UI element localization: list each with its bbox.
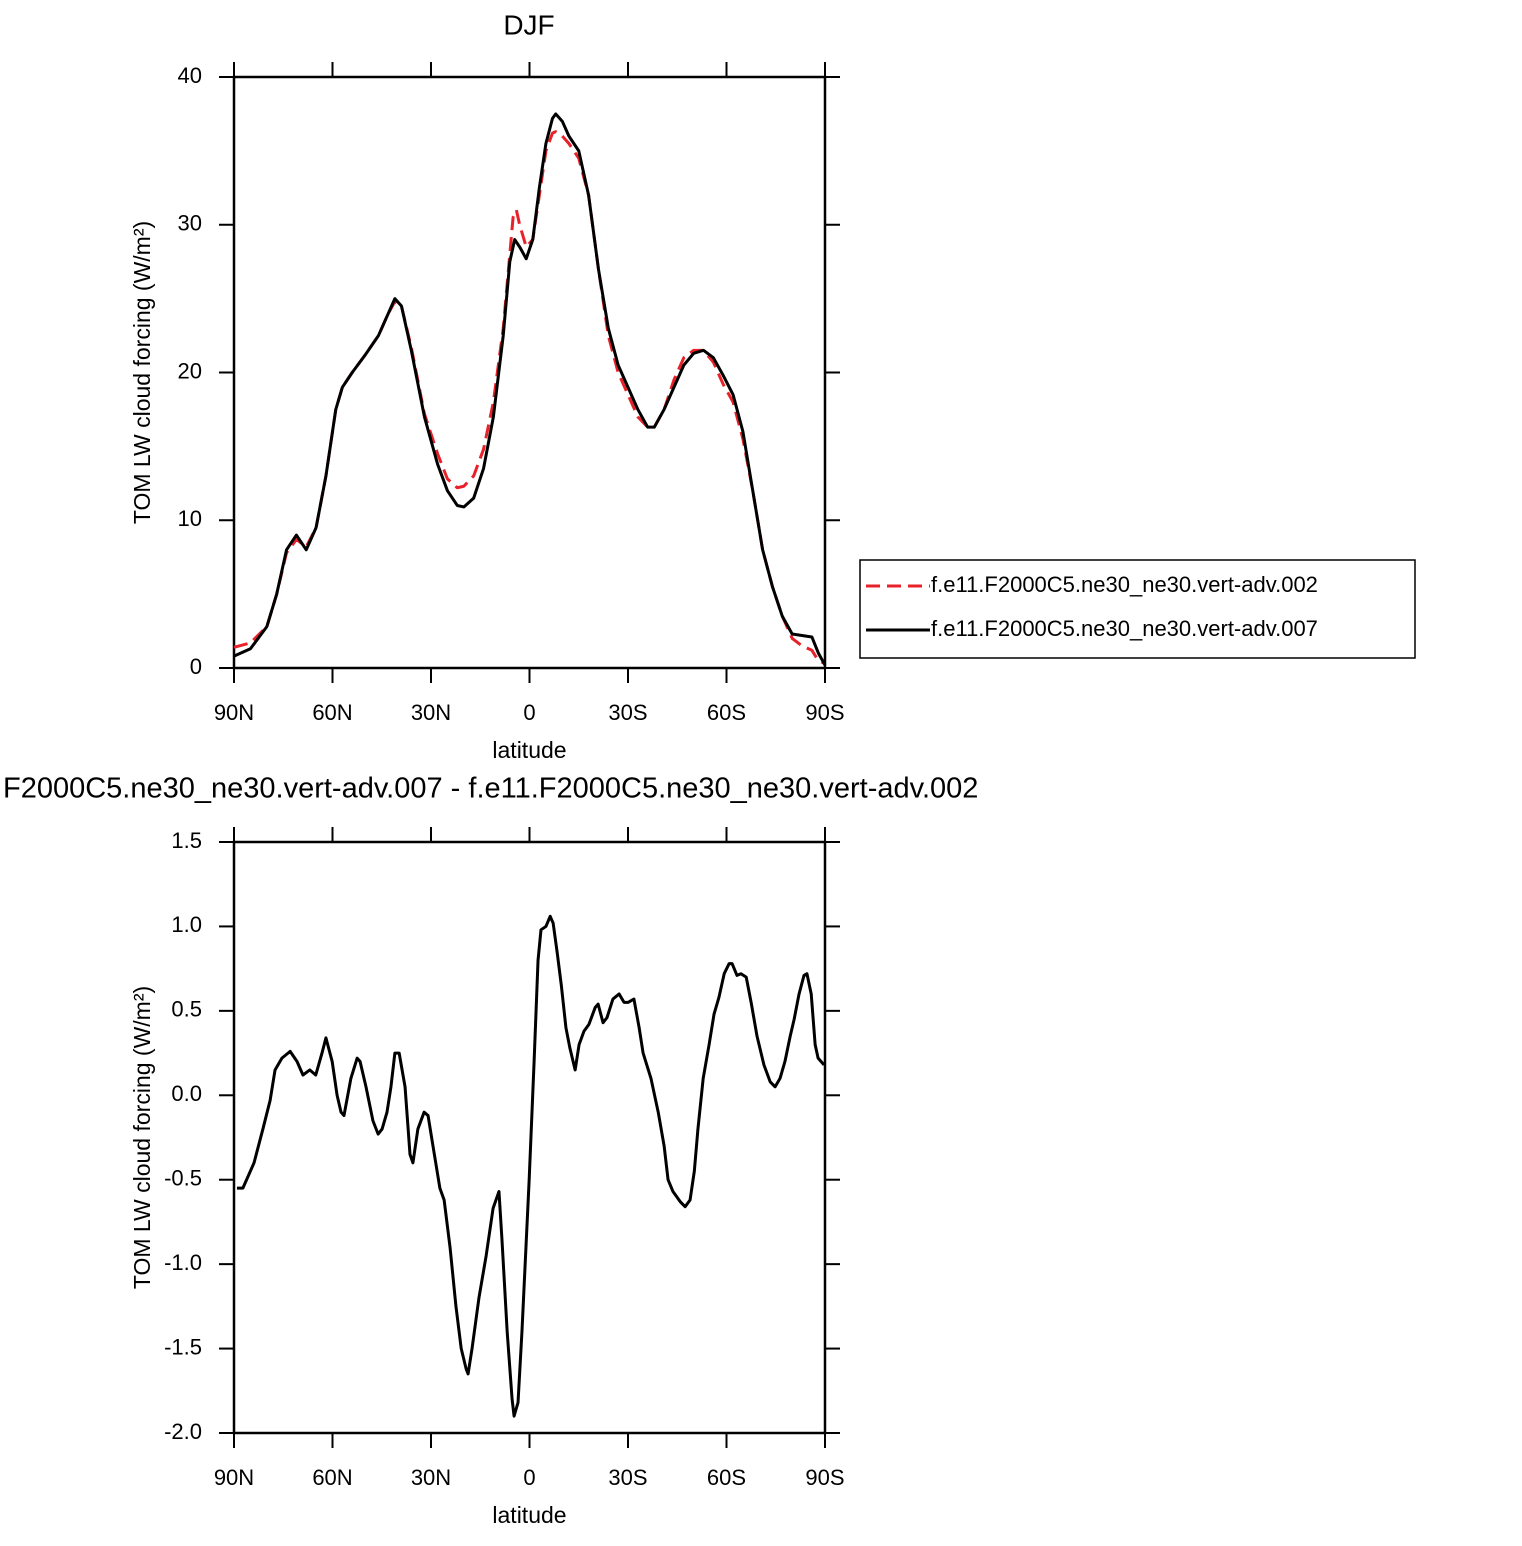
legend-label: f.e11.F2000C5.ne30_ne30.vert-adv.002 (931, 572, 1318, 597)
y-tick-label: 0 (190, 654, 202, 679)
y-tick-label: 30 (178, 211, 202, 236)
x-tick-label: 60S (707, 1465, 746, 1490)
x-tick-label: 90N (214, 700, 254, 725)
x-tick-label: 30N (411, 700, 451, 725)
y-tick-label: -2.0 (164, 1419, 202, 1444)
x-tick-label: 90S (805, 1465, 844, 1490)
y-tick-label: -1.0 (164, 1250, 202, 1275)
series-line (233, 112, 827, 666)
x-tick-label: 90N (214, 1465, 254, 1490)
legend-box (859, 559, 1416, 659)
plot-frame (232, 840, 827, 1435)
x-tick-label: 60N (312, 700, 352, 725)
series-line (236, 914, 826, 1418)
y-tick-label: -0.5 (164, 1166, 202, 1191)
x-tick-label: 30S (608, 1465, 647, 1490)
y-tick-label: 1.5 (171, 828, 202, 853)
y-axis-label: TOM LW cloud forcing (W/m²) (129, 221, 155, 524)
y-tick-label: 40 (178, 63, 202, 88)
x-tick-label: 30S (608, 700, 647, 725)
plot-frame (232, 75, 827, 670)
y-tick-label: 0.5 (171, 997, 202, 1022)
chart-title: F2000C5.ne30_ne30.vert-adv.007 - f.e11.F… (3, 773, 978, 805)
series-line (233, 130, 826, 665)
x-tick-label: 60S (707, 700, 746, 725)
x-tick-label: 0 (523, 1465, 535, 1490)
y-tick-label: -1.5 (164, 1334, 202, 1359)
x-tick-label: 0 (523, 700, 535, 725)
y-tick-label: 0.0 (171, 1081, 202, 1106)
x-tick-label: 90S (805, 700, 844, 725)
chart-title: DJF (503, 9, 554, 40)
y-tick-label: 10 (178, 506, 202, 531)
legend-label: f.e11.F2000C5.ne30_ne30.vert-adv.007 (931, 616, 1318, 641)
y-axis-label: TOM LW cloud forcing (W/m²) (129, 986, 155, 1289)
x-tick-label: 30N (411, 1465, 451, 1490)
x-tick-label: 60N (312, 1465, 352, 1490)
y-tick-label: 20 (178, 358, 202, 383)
x-axis-label: latitude (492, 737, 566, 763)
y-tick-label: 1.0 (171, 912, 202, 937)
x-axis-label: latitude (492, 1502, 566, 1528)
